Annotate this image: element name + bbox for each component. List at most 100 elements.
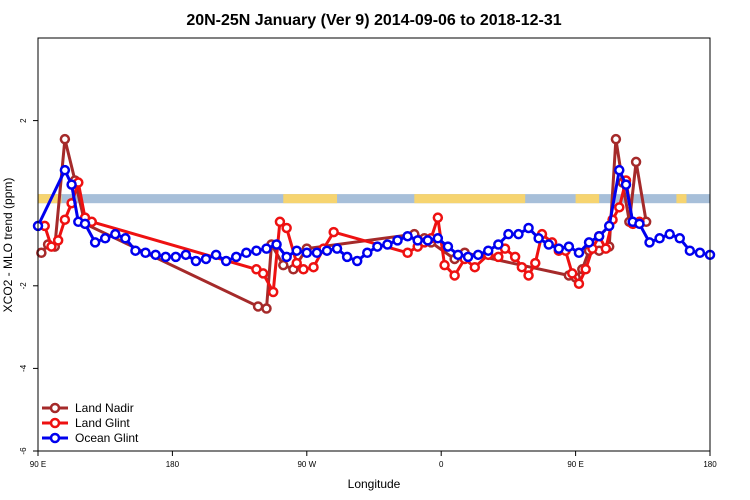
ocean-glint-point <box>533 233 544 244</box>
land-nadir-point <box>630 156 642 168</box>
legend-label: Ocean Glint <box>75 431 139 445</box>
y-axis: -6 -4 -2 2 <box>19 118 38 455</box>
x-tick-label: 0 <box>439 460 444 469</box>
ocean-glint-point <box>634 218 645 230</box>
land-band-2 <box>414 194 526 204</box>
x-tick-label: 90 E <box>30 460 46 469</box>
x-tick-label: 180 <box>166 460 180 469</box>
ocean-glint-point <box>644 237 655 248</box>
land-glint-point <box>281 222 292 234</box>
ocean-glint-point <box>603 220 615 232</box>
legend-item-land-nadir: Land Nadir <box>42 401 134 415</box>
ocean-glint-point <box>150 249 161 261</box>
ocean-band <box>38 194 710 204</box>
ocean-glint-point <box>614 164 625 176</box>
land-nadir-point <box>252 301 264 312</box>
chart-title: 20N-25N January (Ver 9) 2014-09-06 to 20… <box>186 12 561 29</box>
ocean-glint-point <box>620 179 632 190</box>
ocean-glint-point <box>230 251 242 263</box>
ocean-glint-point <box>472 249 484 261</box>
ocean-glint-point <box>160 251 171 263</box>
land-glint-point <box>580 264 591 275</box>
x-axis: 90 E 180 90 W 0 90 E 180 <box>30 451 717 469</box>
land-nadir-line <box>40 137 648 310</box>
land-band-1 <box>283 194 338 204</box>
ocean-glint-point <box>543 239 554 250</box>
ocean-glint-point <box>271 239 282 250</box>
ocean-glint-point <box>200 253 212 265</box>
ocean-glint-point <box>331 243 343 254</box>
land-glint-point <box>328 226 339 238</box>
ocean-glint-point <box>664 228 675 240</box>
ocean-glint-point <box>190 255 202 267</box>
ocean-glint-point <box>452 249 464 261</box>
ocean-glint-point <box>130 245 141 256</box>
ocean-glint-point <box>261 243 272 254</box>
ocean-glint-point <box>684 245 696 256</box>
ocean-glint-point <box>99 233 111 244</box>
land-ocean-strip <box>38 194 710 204</box>
land-glint-point <box>439 259 450 271</box>
ocean-glint-point <box>341 251 353 263</box>
x-tick-label: 90 E <box>567 460 583 469</box>
ocean-glint-point <box>503 228 514 240</box>
ocean-glint-point <box>432 233 444 244</box>
land-glint-point <box>449 270 460 281</box>
land-nadir-point <box>610 133 622 145</box>
x-axis-label: Longitude <box>348 477 401 491</box>
land-glint-point <box>59 214 71 225</box>
ocean-glint-point <box>351 255 363 267</box>
ocean-glint-point <box>462 251 474 263</box>
ocean-glint-point <box>583 237 595 248</box>
ocean-glint-point <box>180 249 192 261</box>
ocean-glint-point <box>291 245 302 256</box>
land-nadir-point <box>59 133 71 145</box>
ocean-glint-point <box>563 241 575 252</box>
series-layer <box>32 133 716 314</box>
ocean-glint-point <box>110 228 121 240</box>
land-glint-point <box>257 268 269 279</box>
y-tick-label: -4 <box>19 364 28 372</box>
ocean-glint-point <box>442 241 454 252</box>
land-glint-point <box>509 251 521 263</box>
land-nadir-point <box>36 247 47 259</box>
land-nadir-point <box>278 259 289 271</box>
legend-item-land-glint: Land Glint <box>42 416 130 430</box>
ocean-glint-point <box>220 255 232 267</box>
land-glint-point <box>523 270 534 281</box>
ocean-glint-point <box>513 228 524 240</box>
ocean-glint-point <box>241 247 252 259</box>
land-glint-point <box>267 286 279 298</box>
ocean-glint-point <box>402 230 413 242</box>
ocean-glint-point <box>412 235 423 246</box>
land-glint-point <box>308 261 319 273</box>
ocean-glint-point <box>372 241 383 252</box>
ocean-glint-point <box>311 247 323 259</box>
legend-swatch-marker <box>49 417 61 429</box>
land-glint-point <box>600 243 612 254</box>
land-nadir-point <box>261 303 272 314</box>
land-glint-point <box>469 261 481 273</box>
ocean-glint-point <box>79 218 91 230</box>
land-glint-point <box>566 268 578 279</box>
ocean-glint-point <box>321 245 333 256</box>
legend-swatch-marker <box>49 402 61 414</box>
ocean-glint-point <box>281 251 292 263</box>
ocean-glint-point <box>482 245 494 256</box>
legend-label: Land Nadir <box>75 401 134 415</box>
y-axis-label: XCO2 - MLO trend (ppm) <box>1 178 15 313</box>
ocean-glint-point <box>674 233 686 244</box>
ocean-glint-point <box>301 247 313 259</box>
x-tick-label: 180 <box>703 460 717 469</box>
series-land-nadir <box>36 133 652 314</box>
land-glint-point <box>46 241 57 252</box>
legend-swatch-marker <box>49 432 61 444</box>
y-tick-label: 2 <box>19 118 28 123</box>
land-glint-point <box>530 257 541 269</box>
ocean-glint-point <box>422 235 434 246</box>
ocean-glint-point <box>362 247 373 259</box>
land-glint-point <box>493 251 504 263</box>
ocean-glint-point <box>573 247 585 259</box>
